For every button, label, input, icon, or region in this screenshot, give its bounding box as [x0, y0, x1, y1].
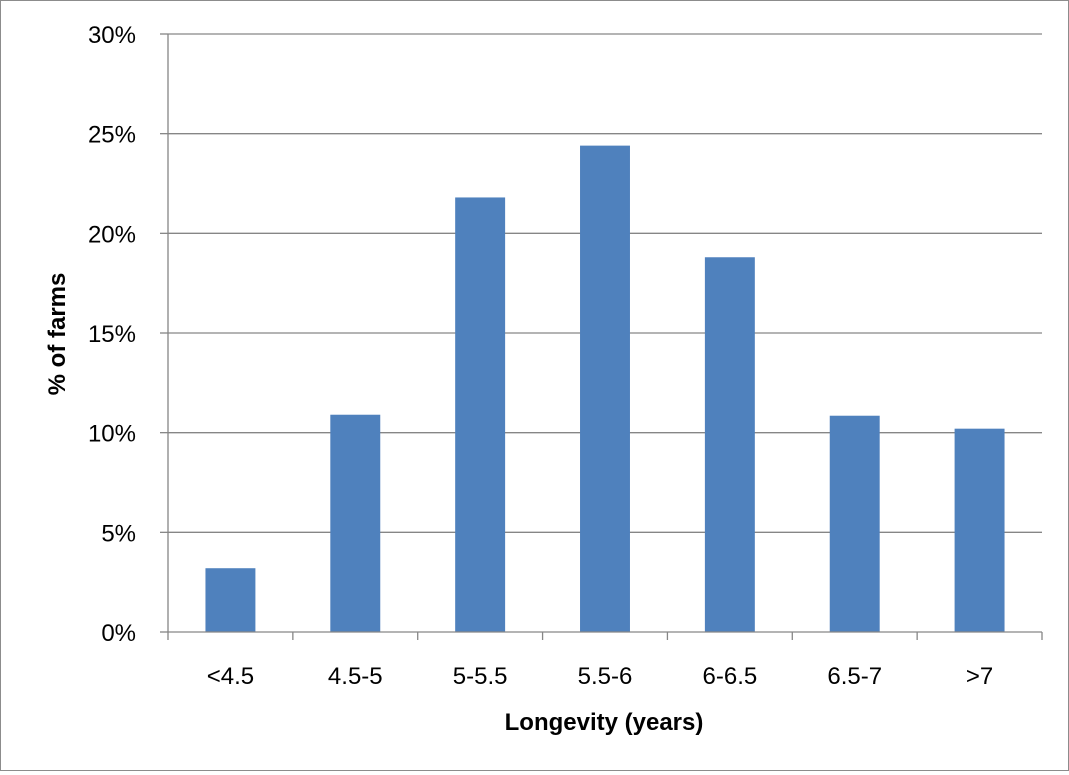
x-tick-labels: <4.5 4.5-5 5-5.5 5.5-6 6-6.5 6.5-7 >7	[207, 663, 994, 690]
bar	[954, 428, 1005, 632]
x-tick-label: 5.5-6	[578, 663, 633, 690]
x-tick-label: 6.5-7	[827, 663, 882, 690]
bar	[829, 415, 880, 632]
y-tick-label: 15%	[88, 321, 136, 348]
axes	[160, 33, 1043, 640]
x-tick-label: 6-6.5	[703, 663, 758, 690]
bar	[704, 257, 755, 632]
bar	[330, 414, 381, 632]
bar	[580, 145, 630, 633]
bars	[205, 145, 1005, 633]
y-tick-label: 5%	[101, 520, 136, 547]
y-tick-labels: 0% 5% 10% 15% 20% 25% 30%	[88, 22, 136, 647]
y-tick-label: 25%	[88, 122, 136, 149]
x-axis-title: Longevity (years)	[505, 709, 704, 736]
x-tick-label: 4.5-5	[328, 663, 383, 690]
x-tick-label: <4.5	[207, 663, 254, 690]
bar	[455, 197, 506, 632]
y-tick-label: 30%	[88, 22, 136, 49]
x-tick-label: 5-5.5	[453, 663, 508, 690]
bar	[205, 568, 256, 632]
y-tick-label: 10%	[88, 421, 136, 448]
y-tick-label: 0%	[101, 620, 136, 647]
y-tick-label: 20%	[88, 221, 136, 248]
y-axis-title: % of farms	[44, 273, 71, 396]
x-tick-label: >7	[966, 663, 993, 690]
